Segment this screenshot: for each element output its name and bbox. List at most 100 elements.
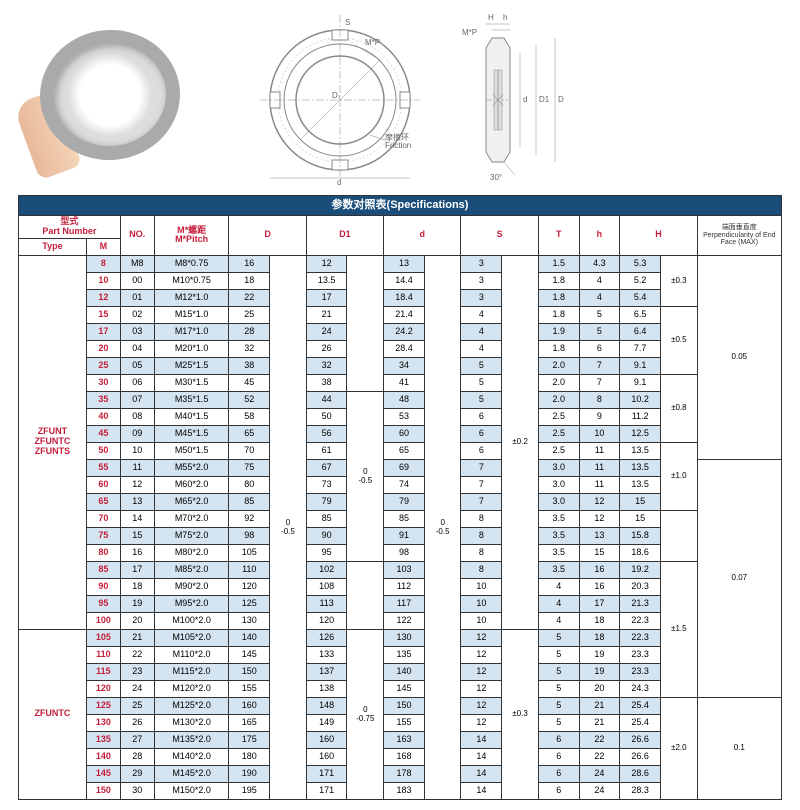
d1-tol: 0 -0.75 [347,629,384,799]
table-cell: 19 [579,663,620,680]
hdr-part: 型式 Part Number [19,216,121,239]
table-cell: 15 [620,493,661,510]
table-cell: 5 [579,306,620,323]
table-cell: 2.5 [538,442,579,459]
s-tol: ±0.2 [502,255,539,629]
table-cell: 105 [229,544,270,561]
m-cell: 8 [86,255,120,272]
d-tol: 0 -0.5 [270,255,307,799]
table-cell: 74 [384,476,425,493]
table-cell: 5 [538,663,579,680]
table-cell: 20 [579,680,620,697]
table-cell: 14 [461,782,502,799]
table-cell: 38 [306,374,347,391]
table-cell: 6 [461,408,502,425]
table-cell: 16 [579,578,620,595]
table-cell: 4 [461,340,502,357]
table-cell: 15.8 [620,527,661,544]
table-cell: 18.6 [620,544,661,561]
table-cell: M145*2.0 [154,765,229,782]
table-cell: 13.5 [620,476,661,493]
table-cell: 3.5 [538,527,579,544]
table-cell: 4 [538,595,579,612]
table-cell: 32 [306,357,347,374]
table-cell: 45 [229,374,270,391]
table-cell: 79 [306,493,347,510]
table-cell: 18 [120,578,154,595]
table-cell: 22.3 [620,612,661,629]
m-cell: 100 [86,612,120,629]
d1-tol: 0 -0.5 [347,391,384,561]
table-cell: M150*2.0 [154,782,229,799]
table-cell: 24.2 [384,323,425,340]
table-cell: 7 [579,374,620,391]
table-cell: 08 [120,408,154,425]
h-tol: ±2.0 [661,697,698,799]
table-title: 参数对照表(Specifications) [19,196,782,216]
table-cell: 3.0 [538,476,579,493]
table-cell: 21 [579,697,620,714]
table-cell: 14 [461,765,502,782]
table-cell: 50 [306,408,347,425]
svg-text:M*P: M*P [462,28,477,37]
type-group2: ZFUNTC [19,629,87,799]
table-cell: 9 [579,408,620,425]
h-tol: ±0.3 [661,255,698,306]
table-cell: 8 [461,544,502,561]
table-cell: 8 [579,391,620,408]
table-cell: 2.5 [538,408,579,425]
table-cell: 21 [579,714,620,731]
table-cell: 24 [579,782,620,799]
table-cell: 145 [229,646,270,663]
table-cell: M65*2.0 [154,493,229,510]
table-cell: 1.8 [538,306,579,323]
table-cell: 112 [384,578,425,595]
table-cell: 03 [120,323,154,340]
table-cell: 175 [229,731,270,748]
table-cell: 24.3 [620,680,661,697]
table-cell: 85 [306,510,347,527]
table-cell: 19.2 [620,561,661,578]
table-cell: M30*1.5 [154,374,229,391]
table-cell: 22 [579,731,620,748]
table-cell: 6 [538,731,579,748]
table-cell: 12 [461,680,502,697]
table-cell: 163 [384,731,425,748]
table-cell: 102 [306,561,347,578]
table-cell: 26 [120,714,154,731]
table-cell: 5 [538,629,579,646]
table-cell: 10 [461,595,502,612]
table-cell: 11 [579,459,620,476]
table-cell: 160 [229,697,270,714]
table-cell: M125*2.0 [154,697,229,714]
table-cell: 16 [229,255,270,272]
table-cell: 165 [229,714,270,731]
table-cell: 25.4 [620,714,661,731]
table-cell: 12 [461,697,502,714]
table-cell: 16 [120,544,154,561]
m-cell: 80 [86,544,120,561]
hdr-d: d [384,216,461,256]
table-cell: 27 [120,731,154,748]
m-cell: 140 [86,748,120,765]
table-cell: M10*0.75 [154,272,229,289]
table-cell: 5 [461,374,502,391]
table-cell: 18 [579,612,620,629]
m-cell: 150 [86,782,120,799]
table-cell: 4 [538,612,579,629]
table-cell: 98 [384,544,425,561]
table-cell: M100*2.0 [154,612,229,629]
m-cell: 25 [86,357,120,374]
table-cell: 15 [120,527,154,544]
table-cell: 6 [538,765,579,782]
table-cell: 3.5 [538,510,579,527]
table-cell: 14 [461,748,502,765]
table-cell: 13.5 [620,459,661,476]
table-cell: 138 [306,680,347,697]
table-cell: 58 [229,408,270,425]
table-cell: 8 [461,510,502,527]
front-view-diagram: S M*P D₁ 摩擦环 Friction d [240,10,440,185]
table-cell: 148 [306,697,347,714]
table-cell: 09 [120,425,154,442]
table-cell: 92 [229,510,270,527]
